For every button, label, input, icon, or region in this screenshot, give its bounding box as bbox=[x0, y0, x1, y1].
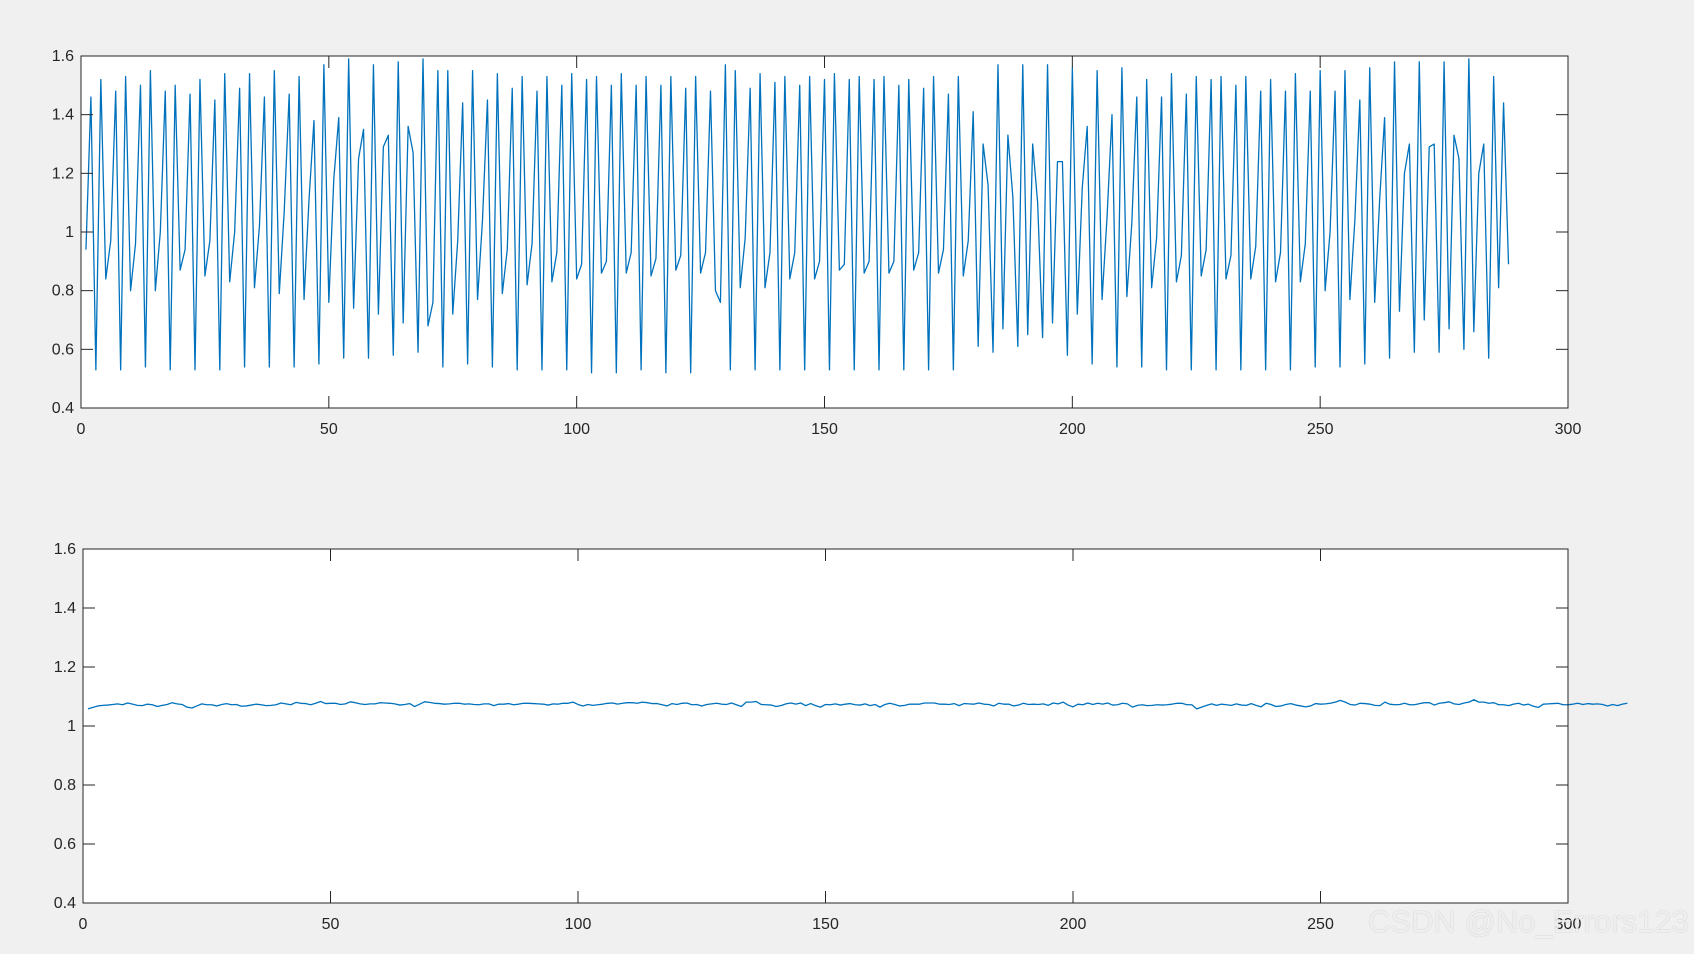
x-tick-label: 300 bbox=[1555, 421, 1582, 438]
x-tick-label: 150 bbox=[811, 421, 838, 438]
x-tick-label: 50 bbox=[320, 421, 338, 438]
x-tick-label: 100 bbox=[565, 916, 592, 933]
y-tick-label: 1.2 bbox=[52, 165, 74, 182]
y-tick-label: 1.2 bbox=[54, 659, 76, 676]
x-tick-label: 150 bbox=[812, 916, 839, 933]
y-tick-label: 1 bbox=[65, 224, 74, 241]
y-tick-label: 0.4 bbox=[52, 400, 74, 417]
y-tick-label: 0.6 bbox=[54, 836, 76, 853]
y-tick-label: 1 bbox=[67, 718, 76, 735]
x-tick-label: 0 bbox=[79, 916, 88, 933]
y-tick-label: 0.8 bbox=[52, 283, 74, 300]
y-tick-label: 1.4 bbox=[54, 600, 76, 617]
series-line bbox=[87, 699, 1628, 710]
x-tick-label: 250 bbox=[1307, 421, 1334, 438]
subplot-top[interactable]: 0 50 100 150 200 250 300 0.4 0.6 0.8 1 1.2 1.4 1.6 bbox=[52, 48, 1582, 438]
y-tick-label: 0.4 bbox=[54, 895, 76, 912]
subplot-bottom[interactable]: 0 50 100 150 200 250 300 0.4 0.6 0.8 1 1.2 1.4 1.6 bbox=[54, 541, 1628, 933]
y-tick-label: 1.6 bbox=[52, 48, 74, 65]
plot-area bbox=[83, 549, 1568, 903]
y-tick-label: 1.4 bbox=[52, 107, 74, 124]
x-tick-label: 300 bbox=[1555, 916, 1582, 933]
x-tick-label: 250 bbox=[1307, 916, 1334, 933]
x-tick-label: 200 bbox=[1059, 421, 1086, 438]
x-tick-label: 200 bbox=[1060, 916, 1087, 933]
y-tick-label: 0.8 bbox=[54, 777, 76, 794]
x-tick-label: 0 bbox=[77, 421, 86, 438]
y-tick-label: 0.6 bbox=[52, 341, 74, 358]
y-tick-label: 1.6 bbox=[54, 541, 76, 558]
x-tick-label: 100 bbox=[563, 421, 590, 438]
series-line bbox=[85, 58, 1510, 374]
x-tick-label: 50 bbox=[322, 916, 340, 933]
